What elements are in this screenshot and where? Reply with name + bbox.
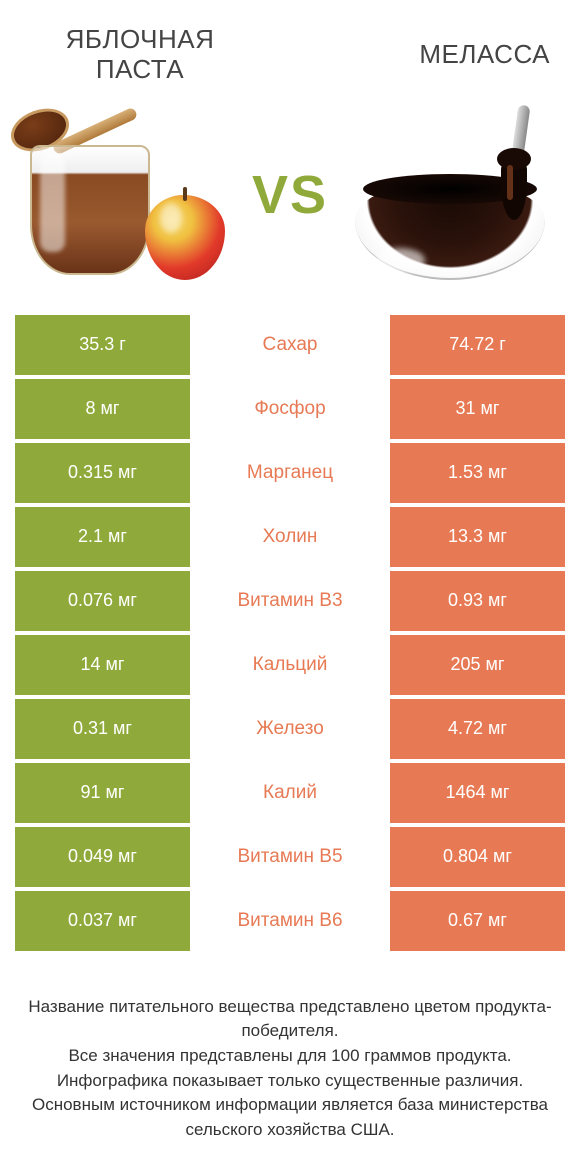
left-value-cell: 8 мг bbox=[15, 379, 190, 439]
table-row: 0.31 мгЖелезо4.72 мг bbox=[15, 699, 565, 759]
footer-line: Все значения представлены для 100 граммо… bbox=[25, 1044, 555, 1069]
table-row: 0.076 мгВитамин B30.93 мг bbox=[15, 571, 565, 631]
left-value-cell: 0.076 мг bbox=[15, 571, 190, 631]
left-value-cell: 0.049 мг bbox=[15, 827, 190, 887]
left-product-image bbox=[25, 100, 235, 290]
vs-row: VS bbox=[0, 95, 580, 315]
table-row: 8 мгФосфор31 мг bbox=[15, 379, 565, 439]
right-value-cell: 4.72 мг bbox=[390, 699, 565, 759]
nutrient-label: Сахар bbox=[190, 315, 390, 375]
right-value-cell: 0.804 мг bbox=[390, 827, 565, 887]
right-value-cell: 13.3 мг bbox=[390, 507, 565, 567]
left-value-cell: 2.1 мг bbox=[15, 507, 190, 567]
right-value-cell: 31 мг bbox=[390, 379, 565, 439]
nutrient-label: Витамин B6 bbox=[190, 891, 390, 951]
table-row: 2.1 мгХолин13.3 мг bbox=[15, 507, 565, 567]
left-value-cell: 0.31 мг bbox=[15, 699, 190, 759]
nutrient-label: Витамин B3 bbox=[190, 571, 390, 631]
right-value-cell: 0.67 мг bbox=[390, 891, 565, 951]
header: ЯБЛОЧНАЯ ПАСТА МЕЛАССА bbox=[0, 0, 580, 95]
nutrient-label: Витамин B5 bbox=[190, 827, 390, 887]
right-value-cell: 1.53 мг bbox=[390, 443, 565, 503]
left-value-cell: 14 мг bbox=[15, 635, 190, 695]
right-value-cell: 1464 мг bbox=[390, 763, 565, 823]
footer-line: Инфографика показывает только существенн… bbox=[25, 1069, 555, 1094]
left-value-cell: 35.3 г bbox=[15, 315, 190, 375]
footer-line: Название питательного вещества представл… bbox=[25, 995, 555, 1044]
right-value-cell: 205 мг bbox=[390, 635, 565, 695]
metal-spoon-icon bbox=[495, 105, 535, 225]
nutrient-label: Кальций bbox=[190, 635, 390, 695]
jar-icon bbox=[30, 145, 150, 275]
nutrient-label: Фосфор bbox=[190, 379, 390, 439]
right-value-cell: 74.72 г bbox=[390, 315, 565, 375]
left-value-cell: 91 мг bbox=[15, 763, 190, 823]
footer-notes: Название питательного вещества представл… bbox=[0, 955, 580, 1143]
molasses-illustration bbox=[350, 105, 550, 285]
right-product-image bbox=[345, 100, 555, 290]
table-row: 14 мгКальций205 мг bbox=[15, 635, 565, 695]
footer-line: Основным источником информации является … bbox=[25, 1093, 555, 1142]
table-row: 35.3 гСахар74.72 г bbox=[15, 315, 565, 375]
right-product-title: МЕЛАССА bbox=[350, 25, 550, 85]
nutrient-label: Марганец bbox=[190, 443, 390, 503]
nutrient-label: Железо bbox=[190, 699, 390, 759]
left-value-cell: 0.037 мг bbox=[15, 891, 190, 951]
right-value-cell: 0.93 мг bbox=[390, 571, 565, 631]
table-row: 0.049 мгВитамин B50.804 мг bbox=[15, 827, 565, 887]
comparison-table: 35.3 гСахар74.72 г8 мгФосфор31 мг0.315 м… bbox=[0, 315, 580, 951]
left-value-cell: 0.315 мг bbox=[15, 443, 190, 503]
table-row: 0.037 мгВитамин B60.67 мг bbox=[15, 891, 565, 951]
vs-label: VS bbox=[252, 164, 328, 226]
nutrient-label: Холин bbox=[190, 507, 390, 567]
left-product-title: ЯБЛОЧНАЯ ПАСТА bbox=[30, 25, 250, 85]
apple-icon bbox=[145, 195, 225, 280]
table-row: 91 мгКалий1464 мг bbox=[15, 763, 565, 823]
table-row: 0.315 мгМарганец1.53 мг bbox=[15, 443, 565, 503]
nutrient-label: Калий bbox=[190, 763, 390, 823]
apple-butter-illustration bbox=[25, 105, 235, 285]
